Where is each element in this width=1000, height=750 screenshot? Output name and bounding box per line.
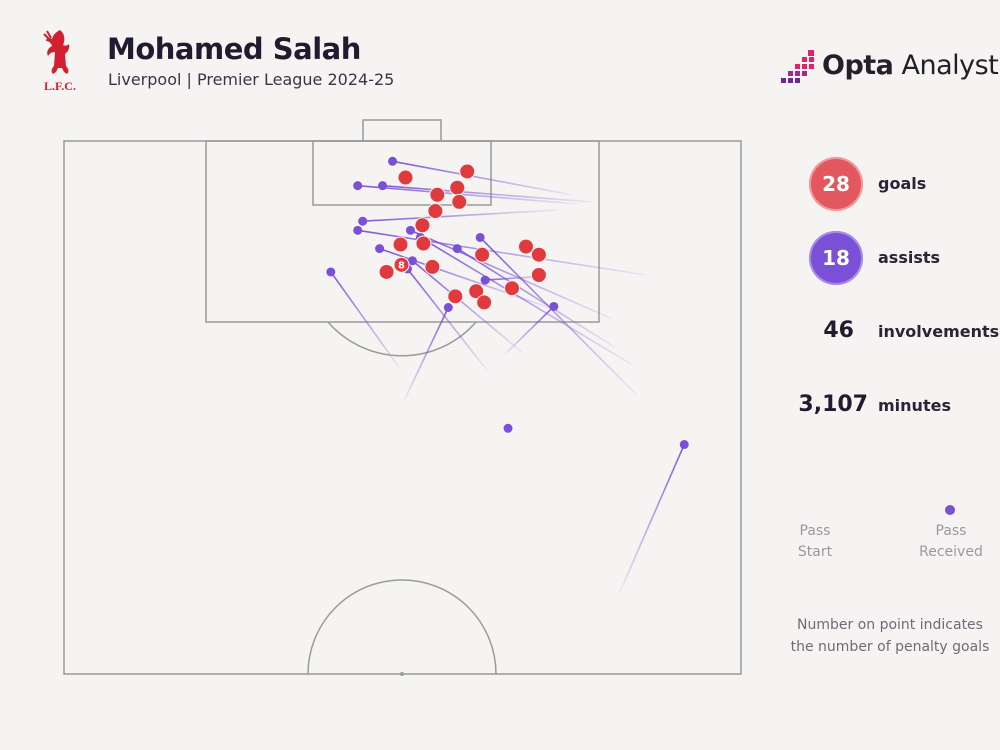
goal-shot-point xyxy=(414,217,431,234)
assist-received-point xyxy=(407,256,417,266)
assist-received-point xyxy=(378,181,388,191)
brand-opta: Opta xyxy=(822,50,894,81)
opta-mark-icon xyxy=(781,50,814,83)
goal-shot-point xyxy=(415,235,432,252)
assist-pass-line xyxy=(479,236,638,396)
assist-received-point xyxy=(358,216,368,226)
assist-received-point xyxy=(679,440,689,450)
goal-shot-point xyxy=(504,280,521,297)
goals-count-badge: 28 xyxy=(809,157,863,211)
goal-shot-point xyxy=(474,246,491,263)
assist-pass-line xyxy=(410,229,612,320)
assist-received-point xyxy=(353,225,363,235)
goal xyxy=(362,119,442,142)
assist-received-point xyxy=(549,301,559,311)
assist-pass-line xyxy=(357,229,647,276)
goal-shot-point xyxy=(459,163,476,180)
assist-pass-line xyxy=(411,260,523,353)
assist-layer xyxy=(326,156,689,594)
centre-spot xyxy=(400,672,404,676)
assist-pass-line xyxy=(392,160,572,196)
penalty-arc xyxy=(327,321,477,357)
goal-shot-point xyxy=(397,169,414,186)
penalty-goal-count-label: 8 xyxy=(398,260,405,271)
goal-shot-point xyxy=(449,179,466,196)
assists-label: assists xyxy=(878,248,941,267)
assists-count-badge: 18 xyxy=(809,231,863,285)
player-name-title: Mohamed Salah xyxy=(107,32,361,66)
legend-pass-start: Pass Start xyxy=(797,523,833,560)
legend-pass-received: Pass Received xyxy=(919,523,983,560)
goal-layer: 8 xyxy=(378,163,547,311)
centre-circle xyxy=(307,579,497,675)
assist-received-point xyxy=(503,423,513,433)
assist-pass-line xyxy=(403,307,450,401)
assist-pass-line xyxy=(504,305,555,355)
assist-received-point xyxy=(480,275,490,285)
assist-pass-line xyxy=(357,184,577,205)
goal-shot-point xyxy=(424,258,441,275)
assist-received-point xyxy=(353,181,363,191)
assist-pass-line xyxy=(420,236,632,366)
goal-shot-point xyxy=(517,238,534,255)
assist-received-point xyxy=(405,225,415,235)
goal-shot-point xyxy=(378,263,395,280)
penalty-area xyxy=(205,140,600,323)
goal-shot-point xyxy=(476,294,493,311)
assist-received-point xyxy=(388,156,398,166)
goal-shot-point xyxy=(468,283,485,300)
pitch-markings xyxy=(63,119,742,675)
goal-shot-point xyxy=(427,203,444,220)
involvements-label: involvements xyxy=(878,322,1000,341)
shot-assist-pitch-map: 8 xyxy=(63,119,742,676)
assist-pass-line xyxy=(382,184,592,203)
goal-shot-point xyxy=(429,186,446,203)
assist-received-point xyxy=(475,232,485,242)
assist-pass-line xyxy=(618,444,685,594)
goal-shot-point xyxy=(530,267,547,284)
assist-pass-line xyxy=(379,247,553,310)
assist-pass-line xyxy=(406,268,488,371)
pass-legend-line xyxy=(816,505,955,515)
svg-text:L.F.C.: L.F.C. xyxy=(44,79,76,93)
opta-analyst-logo: Opta Analyst xyxy=(780,48,999,88)
goal-shot-point xyxy=(392,236,409,253)
minutes-label: minutes xyxy=(878,396,951,415)
assist-received-point xyxy=(375,244,385,254)
penalty-note: Number on point indicates the number of … xyxy=(790,617,990,655)
goal-shot-point xyxy=(393,256,410,273)
assist-received-point xyxy=(452,244,462,254)
brand-analyst: Analyst xyxy=(893,50,999,81)
goal-shot-point xyxy=(530,246,547,263)
minutes-value: 3,107 xyxy=(798,392,868,417)
assist-pass-line xyxy=(330,271,402,370)
team-competition-subtitle: Liverpool | Premier League 2024-25 xyxy=(108,70,395,89)
goals-label: goals xyxy=(878,174,927,193)
pitch-outline xyxy=(63,140,742,675)
assist-pass-line xyxy=(362,209,557,223)
assist-received-point xyxy=(326,267,336,277)
liverpool-crest-logo: L.F.C. xyxy=(43,30,76,93)
involvements-value: 46 xyxy=(823,318,854,343)
assist-pass-line xyxy=(456,247,615,348)
goal-shot-point xyxy=(451,193,468,210)
goal-shot-point xyxy=(447,288,464,305)
assist-received-point xyxy=(443,302,453,312)
